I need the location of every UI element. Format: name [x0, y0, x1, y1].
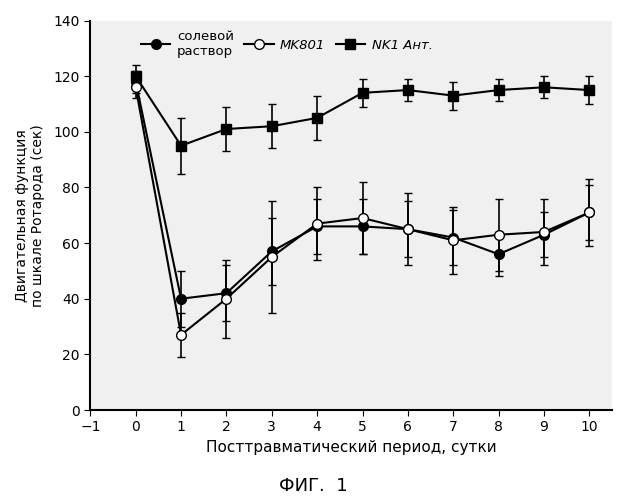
Text: ФИГ.  1: ФИГ. 1 [279, 477, 348, 495]
X-axis label: Посттравматический период, сутки: Посттравматический период, сутки [206, 440, 497, 455]
Legend: солевой
раствор, MK801, NK1 Ант.: солевой раствор, MK801, NK1 Ант. [139, 27, 435, 60]
Y-axis label: Двигательная функция
по шкале Ротарода (сек): Двигательная функция по шкале Ротарода (… [15, 124, 45, 306]
